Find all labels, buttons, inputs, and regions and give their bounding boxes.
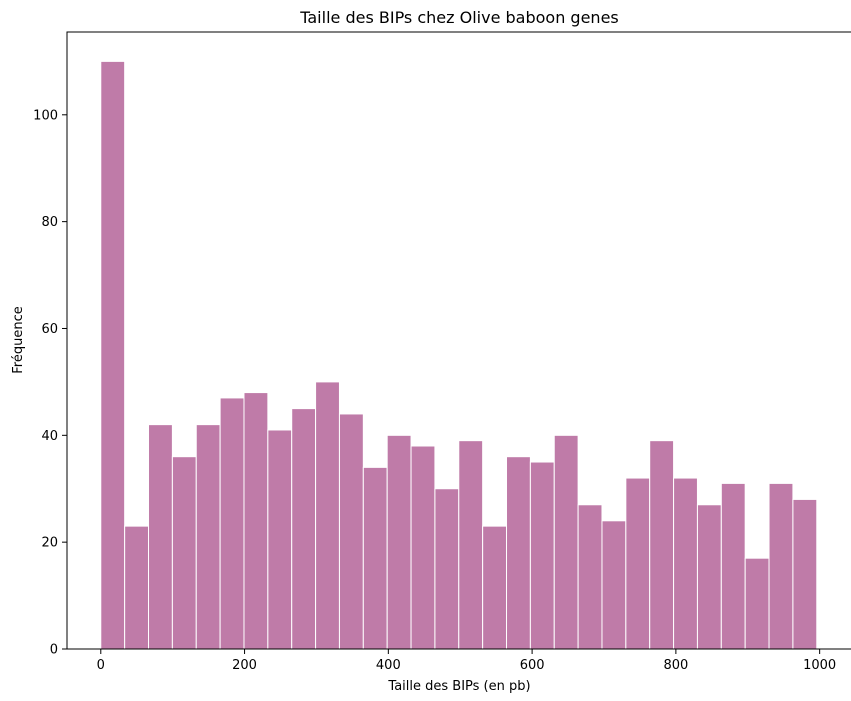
x-tick-label: 1000 bbox=[803, 658, 836, 673]
x-tick-label: 0 bbox=[97, 658, 105, 673]
x-tick-label: 600 bbox=[520, 658, 545, 673]
histogram-bar bbox=[625, 477, 651, 650]
y-tick-label: 40 bbox=[41, 429, 58, 444]
x-tick-label: 200 bbox=[232, 658, 257, 673]
histogram-bar bbox=[291, 408, 317, 650]
histogram-bar bbox=[768, 482, 794, 650]
histogram-bar bbox=[506, 456, 531, 650]
histogram-bar bbox=[601, 520, 627, 650]
histogram-bar bbox=[100, 60, 126, 650]
histogram-bar bbox=[696, 504, 722, 650]
plot-frame bbox=[66, 31, 851, 650]
histogram-bar bbox=[267, 429, 293, 650]
histogram-bar bbox=[649, 440, 675, 650]
x-tick-label: 400 bbox=[376, 658, 401, 673]
histogram-bar bbox=[792, 498, 818, 650]
y-axis-title: Fréquence bbox=[11, 306, 26, 373]
histogram-bar bbox=[338, 413, 364, 650]
histogram-bar bbox=[315, 381, 340, 650]
histogram-bar bbox=[362, 466, 388, 650]
histogram-bar bbox=[386, 434, 412, 650]
histogram-bar bbox=[171, 456, 197, 650]
y-tick-label: 80 bbox=[41, 215, 58, 230]
histogram-bar bbox=[148, 424, 173, 650]
chart-title: Taille des BIPs chez Olive baboon genes bbox=[299, 8, 619, 27]
bars-group bbox=[100, 60, 818, 650]
histogram-bar bbox=[577, 504, 603, 650]
y-axis-ticks: 0 20 40 60 80 100 bbox=[33, 108, 67, 658]
histogram-bar bbox=[434, 488, 460, 650]
x-tick-label: 800 bbox=[663, 658, 688, 673]
y-tick-label: 20 bbox=[41, 536, 58, 551]
histogram-bar bbox=[744, 557, 770, 650]
histogram-bar bbox=[124, 525, 150, 650]
y-tick-label: 100 bbox=[33, 108, 58, 123]
histogram-bar bbox=[529, 461, 555, 650]
histogram-bar bbox=[243, 392, 269, 650]
histogram-bar bbox=[195, 424, 221, 650]
histogram-bar bbox=[553, 434, 579, 650]
x-axis-title: Taille des BIPs (en pb) bbox=[387, 679, 530, 694]
y-tick-label: 60 bbox=[41, 322, 58, 337]
y-tick-label: 0 bbox=[50, 643, 58, 658]
histogram-bar bbox=[410, 445, 436, 650]
histogram-bar bbox=[720, 482, 746, 650]
histogram-bar bbox=[458, 440, 484, 650]
x-axis-ticks: 0 200 400 600 800 1000 bbox=[97, 649, 836, 673]
histogram-bar bbox=[673, 477, 698, 650]
histogram-bar bbox=[219, 397, 245, 650]
histogram-bar bbox=[482, 525, 508, 650]
